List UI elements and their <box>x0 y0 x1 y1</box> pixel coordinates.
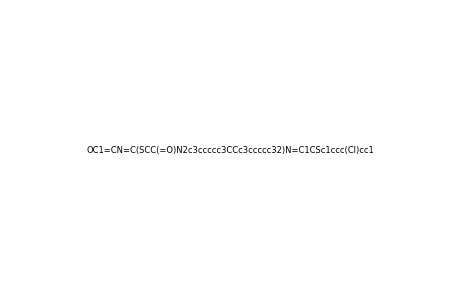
Text: OC1=CN=C(SCC(=O)N2c3ccccc3CCc3ccccc32)N=C1CSc1ccc(Cl)cc1: OC1=CN=C(SCC(=O)N2c3ccccc3CCc3ccccc32)N=… <box>86 146 373 154</box>
